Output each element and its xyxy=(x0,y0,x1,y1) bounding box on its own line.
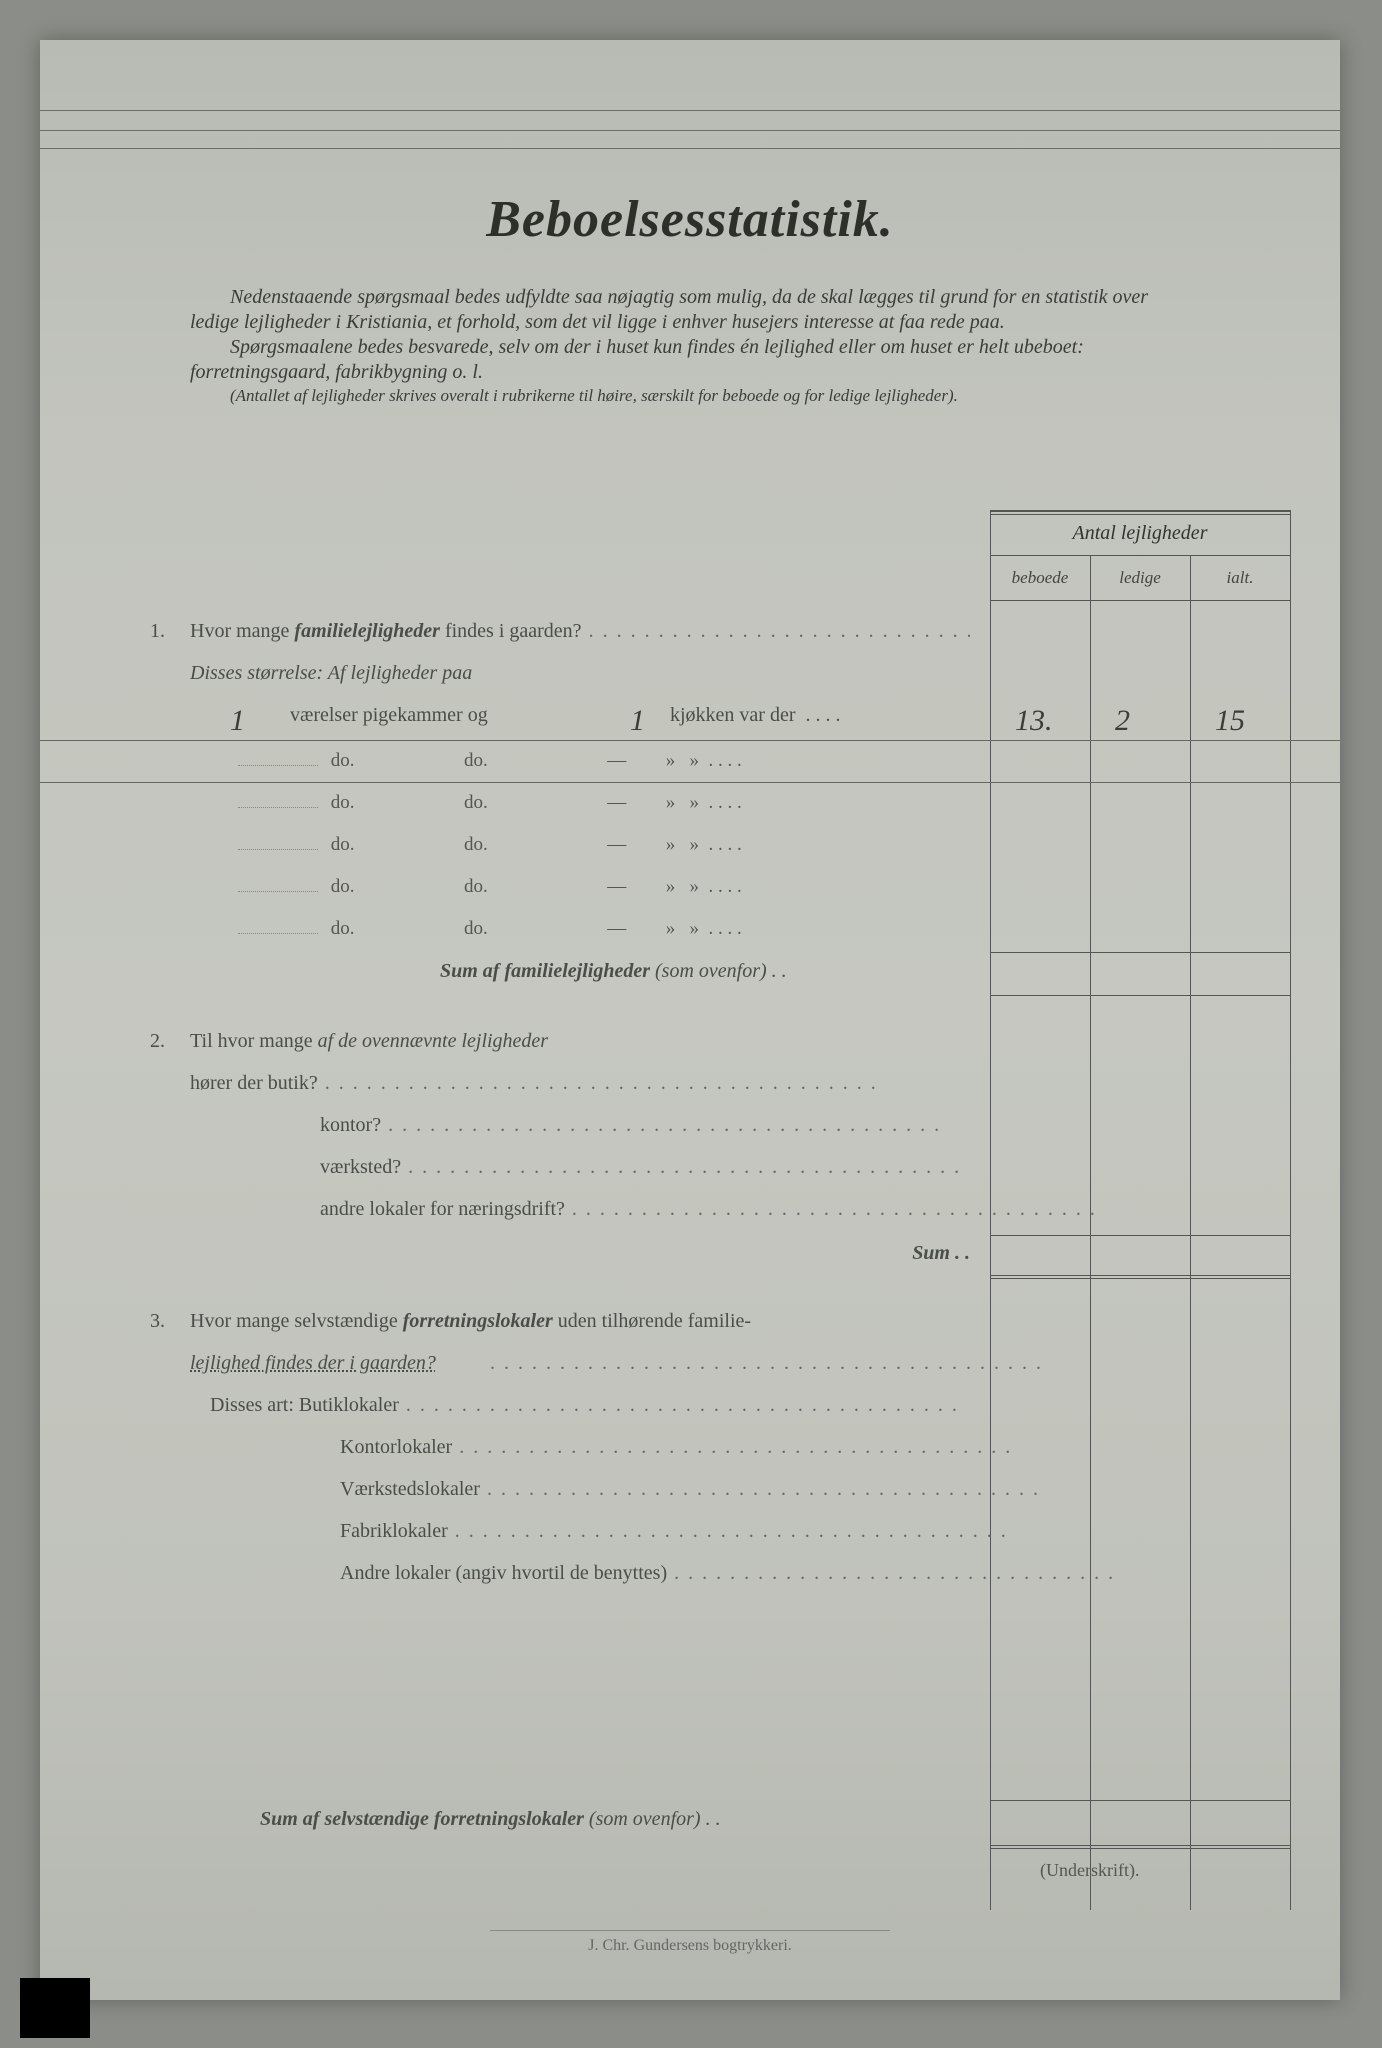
col-header-ledige: ledige xyxy=(1095,568,1185,588)
q3-r2: Kontorlokaler xyxy=(340,1436,1120,1459)
val-ledige: 2 xyxy=(1115,704,1130,738)
q1-sum: Sum af familielejligheder (som ovenfor) … xyxy=(440,960,787,983)
q1-rooms-handwritten: 1 xyxy=(230,704,245,738)
signature-label: (Underskrift). xyxy=(1040,1860,1139,1881)
q3-sum: Sum af selvstændige forretningslokaler (… xyxy=(260,1808,721,1831)
intro-text: Nedenstaaende spørgsmaal bedes udfyldte … xyxy=(190,285,1190,406)
q2-r4: andre lokaler for næringsdrift? xyxy=(320,1198,1100,1221)
intro-p2: Spørgsmaalene bedes besvarede, selv om d… xyxy=(190,335,1190,385)
val-ialt: 15 xyxy=(1215,704,1245,738)
q1-sub: Disses størrelse: Af lejligheder paa xyxy=(190,662,970,685)
q1-row1-end: kjøkken var der . . . . xyxy=(670,704,841,727)
printer-credit: J. Chr. Gundersens bogtrykkeri. xyxy=(490,1930,890,1955)
scanned-page: Beboelsesstatistik. Nedenstaaende spørgs… xyxy=(40,40,1340,2000)
do-row-5: do. do. — » » . . . . xyxy=(230,918,742,940)
q3-r4: Fabriklokaler xyxy=(340,1520,1120,1543)
q1-kjokken-handwritten: 1 xyxy=(630,704,645,738)
q2-num: 2. xyxy=(150,1030,165,1053)
q3-num: 3. xyxy=(150,1310,165,1333)
top-rule-2 xyxy=(40,130,1340,131)
q2-sum: Sum . . xyxy=(912,1242,970,1265)
q1-row1-mid: værelser pigekammer og xyxy=(290,704,488,727)
scan-artifact xyxy=(20,1978,90,2038)
intro-p3: (Antallet af lejligheder skrives overalt… xyxy=(190,385,1190,406)
col-header-beboede: beboede xyxy=(995,568,1085,588)
do-row-1: do. do. — » » . . . . xyxy=(230,750,742,772)
do-row-4: do. do. — » » . . . . xyxy=(230,876,742,898)
do-row-2: do. do. — » » . . . . xyxy=(230,792,742,814)
q3-r3: Værkstedslokaler xyxy=(340,1478,1120,1501)
q1-num: 1. xyxy=(150,620,165,643)
q2-r2: kontor? xyxy=(320,1114,1100,1137)
col-header-ialt: ialt. xyxy=(1195,568,1285,588)
q3-text: Hvor mange selvstændige forretningslokal… xyxy=(190,1310,970,1333)
q2-r3: værksted? xyxy=(320,1156,1100,1179)
intro-p1: Nedenstaaende spørgsmaal bedes udfyldte … xyxy=(190,285,1190,335)
col-header-main: Antal lejligheder xyxy=(990,522,1290,545)
val-beboede: 13. xyxy=(1015,704,1053,738)
q2-r1: hører der butik? xyxy=(190,1072,970,1095)
top-rule-3 xyxy=(40,148,1340,149)
q1-text: Hvor mange familielejligheder findes i g… xyxy=(190,620,970,643)
top-rule-1 xyxy=(40,110,1340,111)
q2-text: Til hvor mange af de ovennævnte lejlighe… xyxy=(190,1030,970,1053)
q3-r5: Andre lokaler (angiv hvortil de benyttes… xyxy=(340,1562,1120,1585)
do-row-3: do. do. — » » . . . . xyxy=(230,834,742,856)
page-title: Beboelsesstatistik. xyxy=(40,190,1340,249)
q3-sub: Disses art: Butiklokaler xyxy=(210,1394,990,1417)
